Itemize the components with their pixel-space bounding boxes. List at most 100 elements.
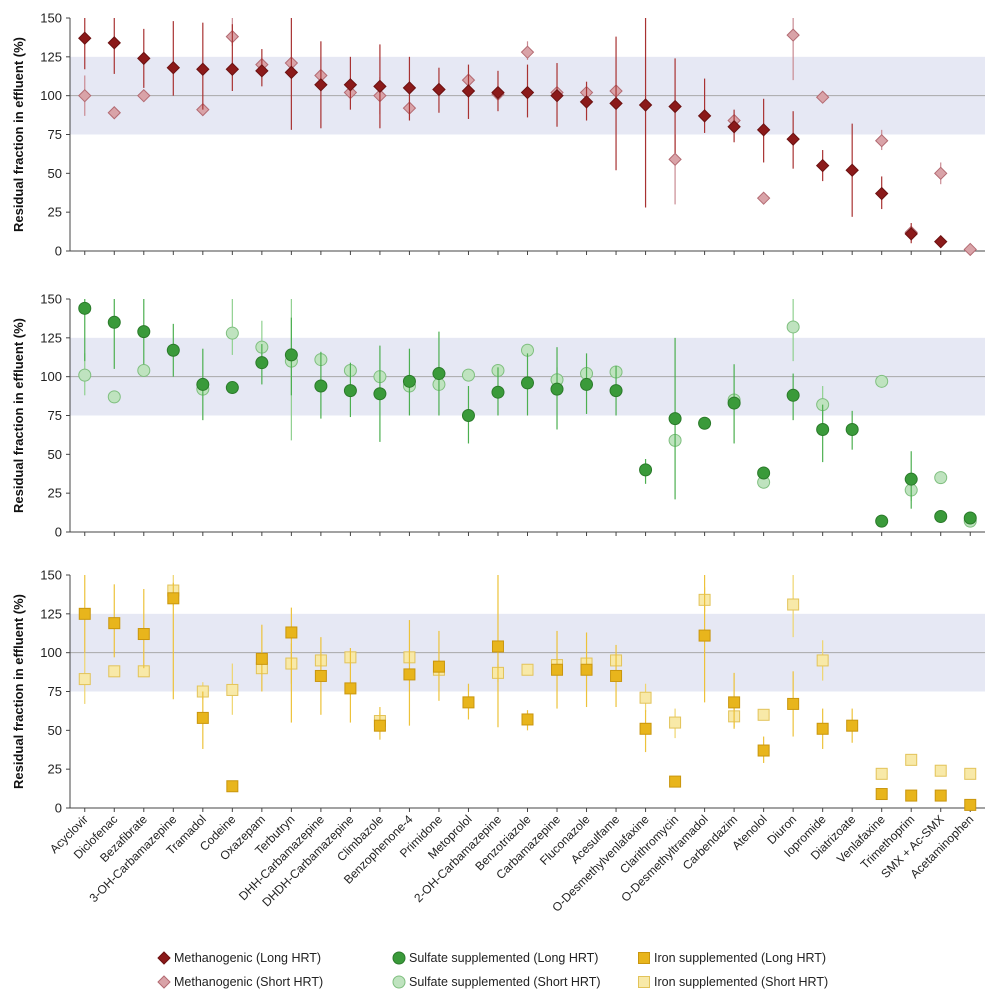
data-point [875, 514, 889, 528]
data-point [874, 134, 889, 148]
data-point [137, 363, 151, 377]
data-point [196, 711, 209, 724]
data-point [815, 90, 830, 104]
category-axis-labels: AcyclovirDiclofenacBezafibrate3-OH-Carba… [47, 812, 976, 915]
data-point [934, 234, 948, 249]
legend-item: Iron supplemented (Long HRT) [638, 951, 826, 965]
data-point [78, 31, 92, 45]
data-point [639, 463, 653, 477]
data-point [934, 166, 948, 181]
data-point [904, 227, 918, 241]
data-point [137, 88, 151, 103]
data-point [757, 466, 771, 480]
data-point [255, 652, 268, 665]
data-point [403, 668, 416, 681]
data-point [225, 62, 240, 76]
y-tick-label: 0 [55, 525, 62, 540]
data-point [905, 753, 918, 766]
series-diamond-open [78, 18, 977, 257]
data-point [78, 607, 91, 620]
data-point [78, 673, 91, 686]
data-point [934, 471, 948, 485]
data-point [226, 683, 239, 696]
data-point [579, 95, 594, 109]
y-tick-label: 25 [48, 762, 62, 777]
data-point [786, 388, 800, 402]
legend-label: Sulfate supplemented (Long HRT) [409, 951, 598, 965]
data-point [78, 368, 92, 382]
data-point [137, 51, 151, 66]
data-point [698, 629, 711, 642]
data-point [226, 780, 239, 793]
y-tick-label: 50 [48, 723, 62, 738]
data-point [964, 767, 977, 780]
data-point [638, 98, 653, 112]
legend-marker [392, 951, 406, 965]
data-point [875, 767, 888, 780]
y-axis-label: Residual fraction in effluent (%) [11, 37, 26, 232]
legend-marker [638, 952, 650, 964]
data-point [373, 719, 386, 732]
y-tick-label: 100 [40, 369, 62, 384]
data-point [816, 722, 829, 735]
data-point [520, 85, 535, 100]
data-point [787, 697, 800, 710]
y-tick-label: 50 [48, 447, 62, 462]
series-diamond-filled [78, 18, 948, 249]
data-point [727, 396, 741, 410]
data-point [698, 416, 712, 430]
legend-item: Sulfate supplemented (Short HRT) [392, 975, 601, 989]
data-point [225, 381, 239, 395]
data-point [166, 60, 181, 75]
data-point [225, 326, 239, 340]
data-point [934, 509, 948, 523]
data-point [550, 88, 564, 103]
data-point [609, 384, 623, 398]
data-point [255, 356, 269, 370]
data-point [461, 409, 475, 422]
data-point [196, 377, 210, 391]
data-point [78, 301, 92, 315]
data-point [285, 626, 298, 639]
legend-label: Iron supplemented (Long HRT) [654, 951, 826, 965]
data-point [107, 315, 121, 329]
data-point [344, 682, 357, 695]
data-point [610, 669, 623, 682]
legend-label: Iron supplemented (Short HRT) [654, 975, 828, 989]
y-tick-label: 125 [40, 330, 62, 345]
data-point [905, 789, 918, 802]
chart-legend: Methanogenic (Long HRT) Methanogenic (Sho… [157, 951, 828, 989]
data-point [314, 379, 328, 393]
panel-3: 0 25 50 75 100 125 150 Residual fraction in eff… [11, 568, 985, 816]
legend-marker [638, 976, 650, 988]
data-point [816, 654, 829, 667]
y-tick-label: 50 [48, 166, 62, 181]
data-point [284, 348, 298, 362]
data-point [521, 663, 534, 676]
series-circle-filled [78, 299, 977, 528]
data-point [728, 696, 741, 709]
data-point [432, 82, 446, 97]
data-point [491, 385, 505, 399]
y-tick-label: 150 [40, 292, 62, 307]
legend-label: Sulfate supplemented (Short HRT) [409, 975, 601, 989]
y-tick-label: 0 [55, 801, 62, 816]
data-point [343, 78, 358, 92]
data-point [639, 691, 652, 704]
data-point [668, 152, 682, 167]
data-point [314, 78, 328, 92]
data-point [580, 663, 593, 676]
data-point [669, 775, 682, 788]
data-point [108, 617, 121, 630]
data-point [845, 163, 859, 177]
chart-panels: 0 25 50 75 100 125 150 Residual fraction in eff… [11, 11, 985, 816]
legend-label: Methanogenic (Short HRT) [174, 975, 323, 989]
legend-marker [392, 975, 406, 989]
data-point [963, 242, 977, 257]
data-point [668, 412, 682, 426]
data-point [491, 640, 504, 653]
data-point [786, 28, 800, 42]
data-point [697, 109, 712, 123]
data-point [521, 713, 534, 726]
data-point [108, 665, 121, 678]
